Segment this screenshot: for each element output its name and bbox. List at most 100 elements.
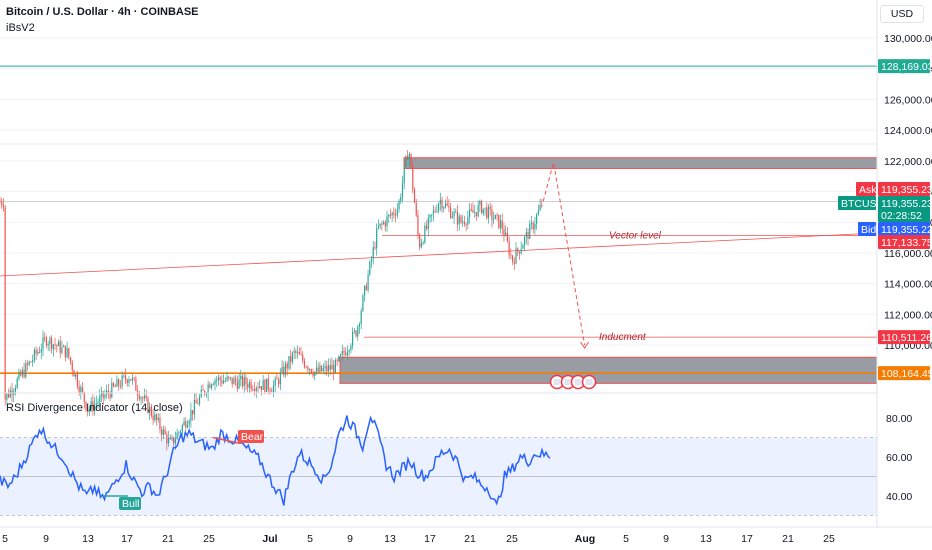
candle-body	[431, 214, 433, 216]
time-axis[interactable]: 5 9 13 17 21 25 Jul 5 9 13 17 21 25 Aug 5 9 13 17 21 25	[2, 533, 835, 545]
candle	[422, 240, 424, 246]
candle-body	[410, 154, 412, 167]
candle-body	[224, 380, 226, 382]
candle-body	[487, 206, 490, 219]
candle-body	[536, 214, 538, 224]
candle	[63, 344, 65, 348]
candle	[534, 217, 536, 235]
candle-body	[408, 154, 410, 160]
currency-button[interactable]: USD	[880, 5, 924, 23]
vector-price-tag: 117,133.75	[878, 235, 932, 249]
candle-body	[534, 223, 536, 230]
candle-body	[80, 387, 82, 393]
candle	[441, 196, 443, 213]
candle	[73, 369, 75, 377]
candle-body	[446, 203, 448, 206]
candle	[448, 199, 450, 213]
candle	[296, 345, 299, 359]
candle	[510, 248, 512, 260]
candle	[51, 335, 53, 354]
candle	[276, 373, 278, 380]
candle-body	[496, 214, 498, 216]
candle	[458, 213, 460, 231]
candle	[126, 378, 128, 387]
indicator-name[interactable]: iBsV2	[6, 22, 35, 34]
candle-body	[69, 357, 72, 363]
candle	[465, 222, 467, 232]
bid-price-tag-text: 119,355.22	[881, 224, 932, 236]
event-flag-icon[interactable]	[581, 374, 597, 390]
candle-body	[255, 387, 257, 391]
candle-body	[352, 331, 354, 346]
rsi-line	[0, 415, 551, 506]
candle-body	[219, 377, 221, 381]
ticker-tag-text: BTCUSD	[841, 198, 885, 210]
rsi-axis[interactable]: 80.00 60.00 40.00	[886, 413, 912, 503]
candle	[166, 431, 168, 451]
candle-body	[529, 223, 531, 239]
candle	[432, 205, 435, 222]
candle-body	[468, 209, 471, 217]
candle-body	[138, 394, 140, 400]
candle	[272, 380, 275, 398]
candle-body	[38, 351, 41, 353]
candle-body	[522, 245, 524, 249]
candle	[444, 199, 447, 209]
flag-icon	[574, 379, 582, 385]
candle-body	[176, 432, 178, 440]
candle-body	[436, 210, 438, 212]
candle-body	[66, 348, 68, 358]
candle-body	[278, 379, 280, 385]
candle-body	[216, 379, 218, 381]
candle-body	[293, 350, 295, 353]
candle-body	[193, 400, 195, 415]
candle-body	[377, 226, 379, 229]
candle	[463, 215, 465, 227]
candle-body	[463, 221, 465, 225]
candle-body	[462, 221, 464, 223]
candle-body	[131, 377, 134, 381]
support-price-tag: 108,164.45	[878, 366, 932, 381]
candle	[468, 202, 471, 224]
candle	[94, 396, 96, 416]
candle-body	[427, 217, 429, 229]
candle	[236, 375, 238, 392]
candle-body	[180, 431, 182, 433]
candle	[131, 374, 134, 385]
candle	[157, 413, 159, 423]
symbol-title[interactable]: Bitcoin / U.S. Dollar · 4h · COINBASE	[6, 6, 199, 18]
candle-body	[71, 362, 73, 371]
candle	[518, 251, 521, 260]
candle	[446, 196, 448, 207]
candle-body	[300, 354, 302, 356]
candle	[109, 390, 111, 402]
candle	[259, 379, 261, 389]
candle	[279, 368, 281, 391]
bull-label: Bull	[122, 498, 140, 510]
candle-body	[198, 396, 201, 405]
candle-body	[501, 220, 503, 229]
candle	[47, 340, 49, 351]
economic-event-icons[interactable]	[549, 374, 597, 390]
candle	[493, 211, 495, 225]
bull-badge-bg	[119, 497, 141, 510]
candle-body	[443, 207, 445, 209]
candle	[226, 371, 228, 383]
candle-body	[384, 222, 386, 227]
horizontal-levels	[0, 65, 877, 374]
candle	[224, 377, 226, 383]
candle-body	[185, 421, 187, 428]
candle	[231, 377, 233, 388]
candle	[517, 247, 519, 257]
candle	[310, 368, 312, 375]
candle-body	[63, 345, 65, 348]
candle	[198, 394, 201, 407]
candle	[59, 336, 61, 359]
candle	[83, 391, 85, 409]
candle	[20, 369, 22, 377]
candle	[494, 214, 496, 220]
candle-body	[341, 350, 343, 355]
rsi-title[interactable]: RSI Divergence Indicator (14, close)	[6, 402, 183, 414]
candle	[1, 198, 3, 209]
